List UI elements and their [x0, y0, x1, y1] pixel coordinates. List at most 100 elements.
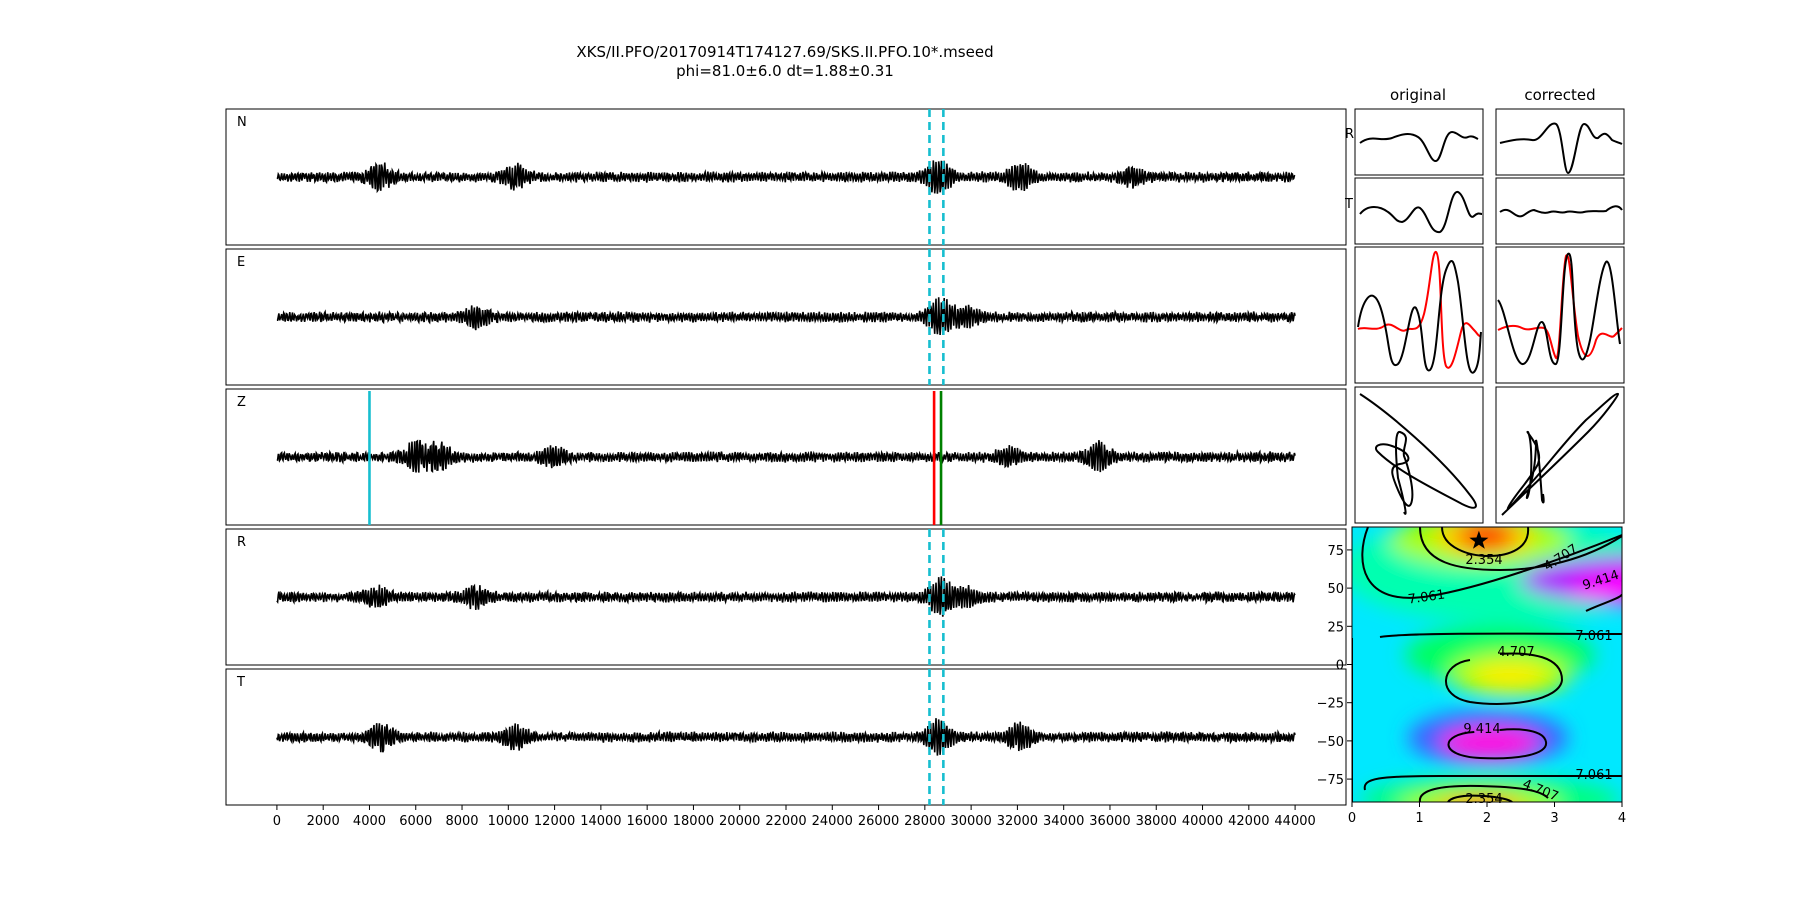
x-tick-label-7: 14000 — [580, 814, 621, 829]
panel-label-t-side: T — [1344, 197, 1353, 212]
contour-label-2354-bottom: 2.354 — [1465, 792, 1502, 807]
best-fit-star — [1469, 530, 1489, 549]
contour-4707-middle — [1445, 652, 1564, 705]
trace-x-axis: 0 2000 4000 6000 8000 10000 12000 14000 16000 180… — [273, 805, 1316, 829]
panel-components-corrected — [1495, 246, 1625, 384]
heat-x-tick-label-2: 2 — [1483, 811, 1491, 826]
contour-2354-top — [1441, 527, 1530, 558]
heat-x-tick-label-3: 3 — [1550, 811, 1558, 826]
contour-2354-bottom — [1447, 794, 1513, 802]
panel-r-corrected — [1495, 108, 1625, 176]
column-title-corrected: corrected — [1524, 86, 1595, 104]
trace-waveform-e — [276, 297, 1296, 336]
heat-y-tick-label-2: 25 — [1327, 620, 1344, 635]
panel-particle-motion-original — [1354, 386, 1484, 524]
panel-r-original — [1354, 108, 1484, 176]
trace-label-z: Z — [237, 395, 246, 410]
energy-grid-heatmap: 2.354 4.707 9.414 7.061 7.061 4.707 9.41… — [1317, 526, 1627, 826]
heat-y-tick-label-1: 50 — [1327, 582, 1344, 597]
wave-t-original — [1359, 191, 1483, 234]
seismogram-traces: N E Z R T — [225, 108, 1347, 806]
x-tick-label-4: 8000 — [445, 814, 478, 829]
figure-title: XKS/II.PFO/20170914T174127.69/SKS.II.PFO… — [576, 43, 993, 61]
x-tick-label-18: 36000 — [1089, 814, 1130, 829]
x-tick-label-8: 16000 — [626, 814, 667, 829]
x-tick-label-10: 20000 — [719, 814, 760, 829]
contour-label-7061-middle: 7.061 — [1575, 629, 1612, 644]
panel-particle-motion-corrected — [1495, 386, 1625, 524]
trace-panel-z: Z — [225, 388, 1347, 526]
best-fit-star-marker — [1469, 530, 1489, 549]
contour-9414-lower — [1447, 728, 1547, 760]
contour-label-2354-top: 2.354 — [1465, 553, 1502, 568]
x-tick-label-0: 0 — [273, 814, 281, 829]
trace-panel-n: N — [225, 108, 1347, 246]
trace-waveform-r — [276, 576, 1296, 617]
contour-9414-right — [1585, 593, 1622, 612]
x-tick-label-2: 4000 — [353, 814, 386, 829]
x-tick-label-5: 10000 — [488, 814, 529, 829]
trace-label-t: T — [236, 675, 245, 690]
x-tick-label-1: 2000 — [307, 814, 340, 829]
x-tick-label-21: 42000 — [1228, 814, 1269, 829]
trace-label-e: E — [237, 255, 245, 270]
contour-7061-bottom — [1363, 774, 1622, 791]
trace-panel-r: R — [225, 528, 1347, 666]
x-tick-label-17: 34000 — [1043, 814, 1084, 829]
trace-panel-t: T — [225, 668, 1347, 806]
trace-label-r: R — [237, 535, 246, 550]
wave-t-corrected — [1499, 205, 1623, 218]
wave-slow-corrected — [1497, 252, 1621, 366]
panel-label-r-side: R — [1345, 127, 1354, 142]
x-tick-label-22: 44000 — [1274, 814, 1315, 829]
trace-waveform-n — [276, 160, 1296, 195]
panel-components-original — [1354, 246, 1484, 384]
trace-label-n: N — [237, 115, 247, 130]
x-tick-label-19: 38000 — [1136, 814, 1177, 829]
wave-slow-original — [1357, 259, 1482, 374]
heatmap-axes: 0 1 2 3 4 75 50 25 0 −25 −50 −75 — [1317, 544, 1627, 826]
contour-label-9414-lower: 9.414 — [1463, 722, 1500, 737]
heat-y-tick-label-4: −25 — [1317, 697, 1344, 712]
heat-x-tick-label-0: 0 — [1348, 811, 1356, 826]
x-tick-label-15: 30000 — [950, 814, 991, 829]
particle-motion-corrected — [1501, 392, 1620, 516]
contour-label-7061-top: 7.061 — [1407, 588, 1446, 608]
heat-y-tick-label-0: 75 — [1327, 544, 1344, 559]
x-tick-label-11: 22000 — [765, 814, 806, 829]
trace-waveform-z — [276, 439, 1296, 474]
particle-motion-panels: R T — [1344, 108, 1625, 524]
x-tick-label-12: 24000 — [812, 814, 853, 829]
x-tick-label-16: 32000 — [997, 814, 1038, 829]
trace-waveform-t — [276, 718, 1296, 756]
contour-4707-top — [1419, 527, 1622, 572]
wave-r-corrected — [1499, 122, 1623, 175]
x-tick-label-20: 40000 — [1182, 814, 1223, 829]
trace-frame-e — [225, 248, 1347, 386]
wave-r-original — [1359, 130, 1479, 162]
x-tick-label-9: 18000 — [673, 814, 714, 829]
contour-4707-bottom — [1418, 784, 1549, 802]
contour-7061-middle — [1379, 632, 1622, 638]
heat-x-tick-label-1: 1 — [1415, 811, 1423, 826]
contour-labels: 2.354 4.707 9.414 7.061 7.061 4.707 9.41… — [1407, 542, 1621, 807]
contour-label-4707-middle: 4.707 — [1497, 645, 1534, 660]
wave-fast-corrected — [1497, 254, 1623, 360]
wave-fast-original — [1357, 250, 1481, 369]
x-tick-label-13: 26000 — [858, 814, 899, 829]
trace-frame-n — [225, 108, 1347, 246]
contour-7061-top — [1361, 527, 1622, 599]
trace-panel-e: E — [225, 248, 1347, 386]
trace-frame-r — [225, 528, 1347, 666]
contour-label-7061-bottom: 7.061 — [1575, 768, 1612, 783]
heat-y-tick-label-5: −50 — [1317, 735, 1344, 750]
figure-subtitle: phi=81.0±6.0 dt=1.88±0.31 — [676, 62, 894, 80]
heat-y-tick-label-6: −75 — [1317, 773, 1344, 788]
panel-t-corrected — [1495, 177, 1625, 245]
panel-t-original — [1354, 177, 1484, 245]
trace-frame-z — [225, 388, 1347, 526]
x-tick-label-3: 6000 — [399, 814, 432, 829]
particle-motion-original — [1359, 393, 1477, 515]
heat-y-tick-label-3: 0 — [1336, 659, 1344, 674]
